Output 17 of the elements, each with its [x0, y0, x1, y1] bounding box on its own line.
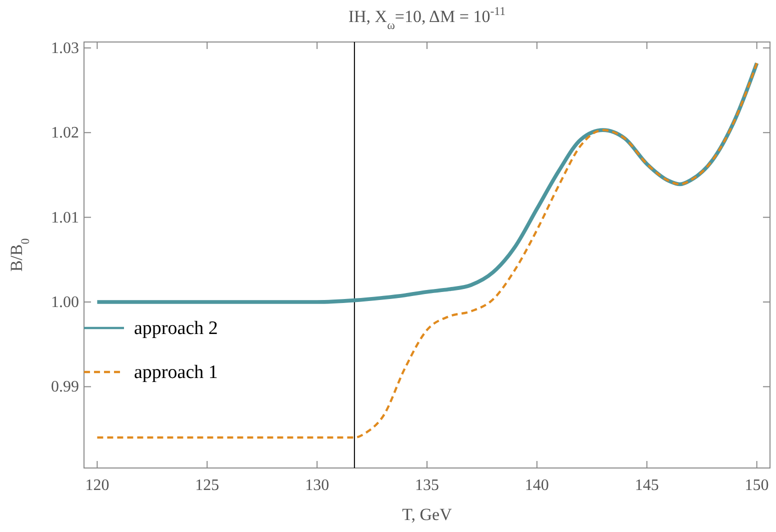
legend-label: approach 1 [134, 362, 218, 383]
y-tick-label: 0.99 [51, 378, 79, 396]
chart-title: IH, X$_{ω}$=10, ΔM = 10$^{-11}$ [348, 4, 506, 32]
legend-label: approach 2 [134, 318, 218, 339]
line-series [96, 62, 758, 439]
x-tick-label: 135 [415, 477, 439, 494]
y-tick-label: 1.00 [51, 294, 79, 312]
x-tick-label: 130 [305, 477, 330, 494]
x-tick-label: 125 [195, 477, 220, 494]
y-tick-label: 1.03 [51, 40, 79, 57]
x-tick-label: 140 [524, 477, 549, 494]
x-tick-label: 120 [85, 477, 110, 494]
y-tick-label: 1.01 [51, 209, 79, 226]
x-tick-label: 145 [634, 477, 659, 494]
y-tick-label: 1.02 [51, 124, 79, 142]
x-tick-label: 150 [744, 477, 769, 494]
x-axis-title: T, GeV [402, 505, 453, 524]
